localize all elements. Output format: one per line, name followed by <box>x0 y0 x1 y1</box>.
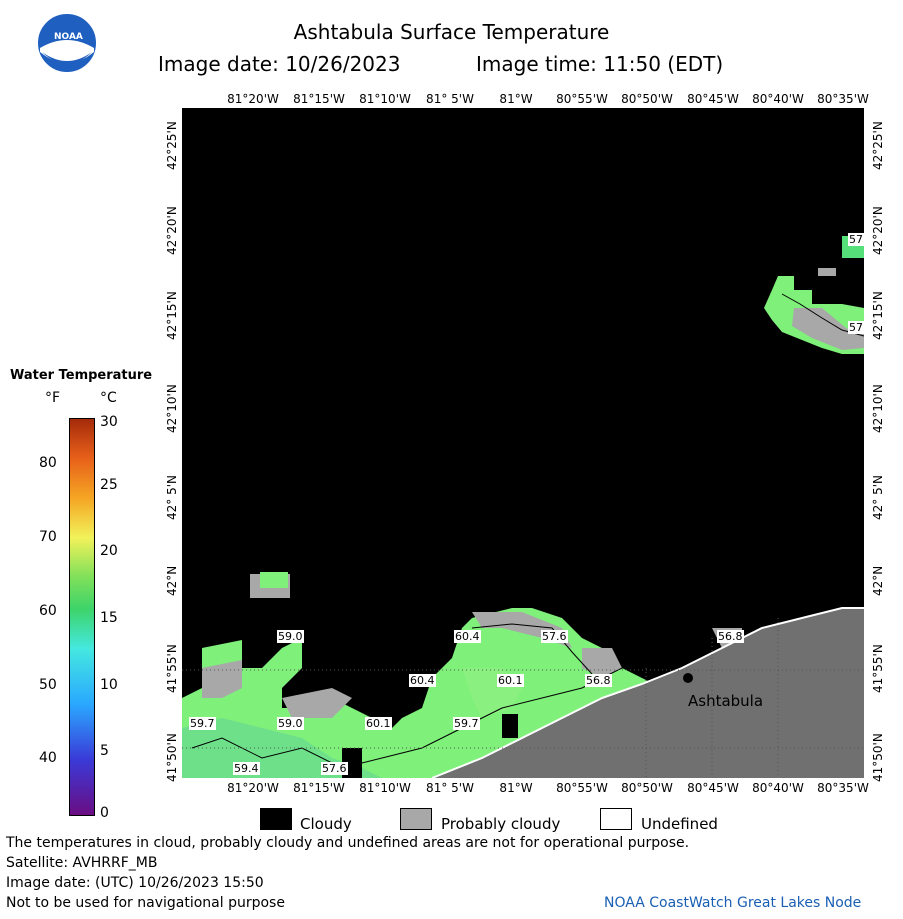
temp-label: 57.6 <box>541 630 568 643</box>
lat-tick: 41°50'N <box>871 733 885 782</box>
legend-f-tick: 80 <box>39 455 57 471</box>
key-cloudy-swatch <box>260 808 292 830</box>
lon-tick: 80°45'W <box>687 781 739 795</box>
key-undefined-swatch <box>600 808 632 830</box>
legend-f-tick: 60 <box>39 603 57 619</box>
legend-colorbar <box>69 418 95 816</box>
lat-tick: 41°50'N <box>165 733 179 782</box>
legend-c-tick: 0 <box>100 805 109 821</box>
temp-label: 56.8 <box>717 630 744 643</box>
lat-tick: 42°10'N <box>871 384 885 433</box>
key-probably-cloudy-swatch <box>400 808 432 830</box>
lon-tick: 81°10'W <box>359 781 411 795</box>
lon-tick: 80°40'W <box>752 781 804 795</box>
temp-label: 59.4 <box>233 762 260 775</box>
lon-tick: 80°50'W <box>621 781 673 795</box>
utc-date: Image date: (UTC) 10/26/2023 15:50 <box>6 875 264 891</box>
lon-tick: 80°35'W <box>817 781 869 795</box>
lat-tick: 42°25'N <box>165 121 179 170</box>
lon-tick: 81°20'W <box>227 781 279 795</box>
legend-unit-f: °F <box>45 390 61 406</box>
legend-c-tick: 20 <box>100 543 118 559</box>
legend-unit-c: °C <box>100 390 117 406</box>
lon-tick: 81° 5'W <box>426 781 474 795</box>
navigation-warning: Not to be used for navigational purpose <box>6 895 285 911</box>
image-date: Image date: 10/26/2023 <box>158 52 401 76</box>
lat-tick: 42° 5'N <box>165 475 179 520</box>
lon-tick: 80°35'W <box>817 92 869 106</box>
lon-tick: 81° 5'W <box>426 92 474 106</box>
temp-label: 60.1 <box>365 717 392 730</box>
shoreline <box>431 607 864 778</box>
ashtabula-marker <box>683 673 693 683</box>
noaa-logo-icon <box>36 12 98 74</box>
legend-f-tick: 70 <box>39 529 57 545</box>
temp-label: 59.0 <box>277 717 304 730</box>
lat-tick: 42°20'N <box>871 206 885 255</box>
lon-tick: 81°W <box>499 92 533 106</box>
lon-tick: 80°45'W <box>687 92 739 106</box>
lat-tick: 41°55'N <box>165 644 179 693</box>
legend-c-tick: 15 <box>100 610 118 626</box>
temp-label: 59.7 <box>453 717 480 730</box>
image-time: Image time: 11:50 (EDT) <box>476 52 724 76</box>
lon-tick: 81°15'W <box>293 92 345 106</box>
lat-tick: 42°15'N <box>165 291 179 340</box>
temp-label: 60.4 <box>409 674 436 687</box>
place-label: Ashtabula <box>688 692 764 710</box>
temperature-map <box>182 108 864 778</box>
lat-tick: 42° 5'N <box>871 475 885 520</box>
legend-title: Water Temperature <box>10 368 153 383</box>
key-probably-cloudy-label: Probably cloudy <box>441 815 561 833</box>
temp-label: 57.6 <box>321 762 348 775</box>
lon-tick: 80°55'W <box>556 781 608 795</box>
key-cloudy-label: Cloudy <box>300 815 352 833</box>
lon-tick: 81°10'W <box>359 92 411 106</box>
graticule <box>182 618 864 778</box>
lat-tick: 42°N <box>871 565 885 596</box>
legend-f-tick: 50 <box>39 677 57 693</box>
legend-c-tick: 30 <box>100 414 118 430</box>
lon-tick: 80°40'W <box>752 92 804 106</box>
lat-tick: 42°10'N <box>165 384 179 433</box>
noaa-logo: NOAA <box>36 12 98 74</box>
satellite-info: Satellite: AVHRRF_MB <box>6 855 158 871</box>
lat-tick: 42°20'N <box>165 206 179 255</box>
small-water-patch <box>250 572 290 598</box>
lat-tick: 42°25'N <box>871 121 885 170</box>
legend-f-tick: 40 <box>39 750 57 766</box>
page-title: Ashtabula Surface Temperature <box>293 20 610 44</box>
noaa-logo-text: NOAA <box>54 32 83 42</box>
temp-label: 60.4 <box>454 630 481 643</box>
legend-c-tick: 10 <box>100 677 118 693</box>
temp-label: 56.8 <box>585 674 612 687</box>
lon-tick: 81°W <box>499 781 533 795</box>
temp-label: 57 <box>848 233 864 246</box>
temp-label: 59.0 <box>277 630 304 643</box>
disclaimer: The temperatures in cloud, probably clou… <box>6 835 690 851</box>
legend-c-tick: 5 <box>100 743 109 759</box>
land-area <box>432 608 864 778</box>
lon-tick: 81°20'W <box>227 92 279 106</box>
temp-label: 60.1 <box>497 674 524 687</box>
temp-label: 57 <box>848 321 864 334</box>
northeast-water-patch <box>764 236 864 354</box>
credit: NOAA CoastWatch Great Lakes Node <box>604 895 862 911</box>
key-undefined-label: Undefined <box>641 815 718 833</box>
lon-tick: 80°50'W <box>621 92 673 106</box>
lat-tick: 41°55'N <box>871 644 885 693</box>
lat-tick: 42°N <box>165 565 179 596</box>
legend-c-tick: 25 <box>100 477 118 493</box>
temp-label: 59.7 <box>189 717 216 730</box>
lon-tick: 80°55'W <box>556 92 608 106</box>
lat-tick: 42°15'N <box>871 291 885 340</box>
lon-tick: 81°15'W <box>293 781 345 795</box>
